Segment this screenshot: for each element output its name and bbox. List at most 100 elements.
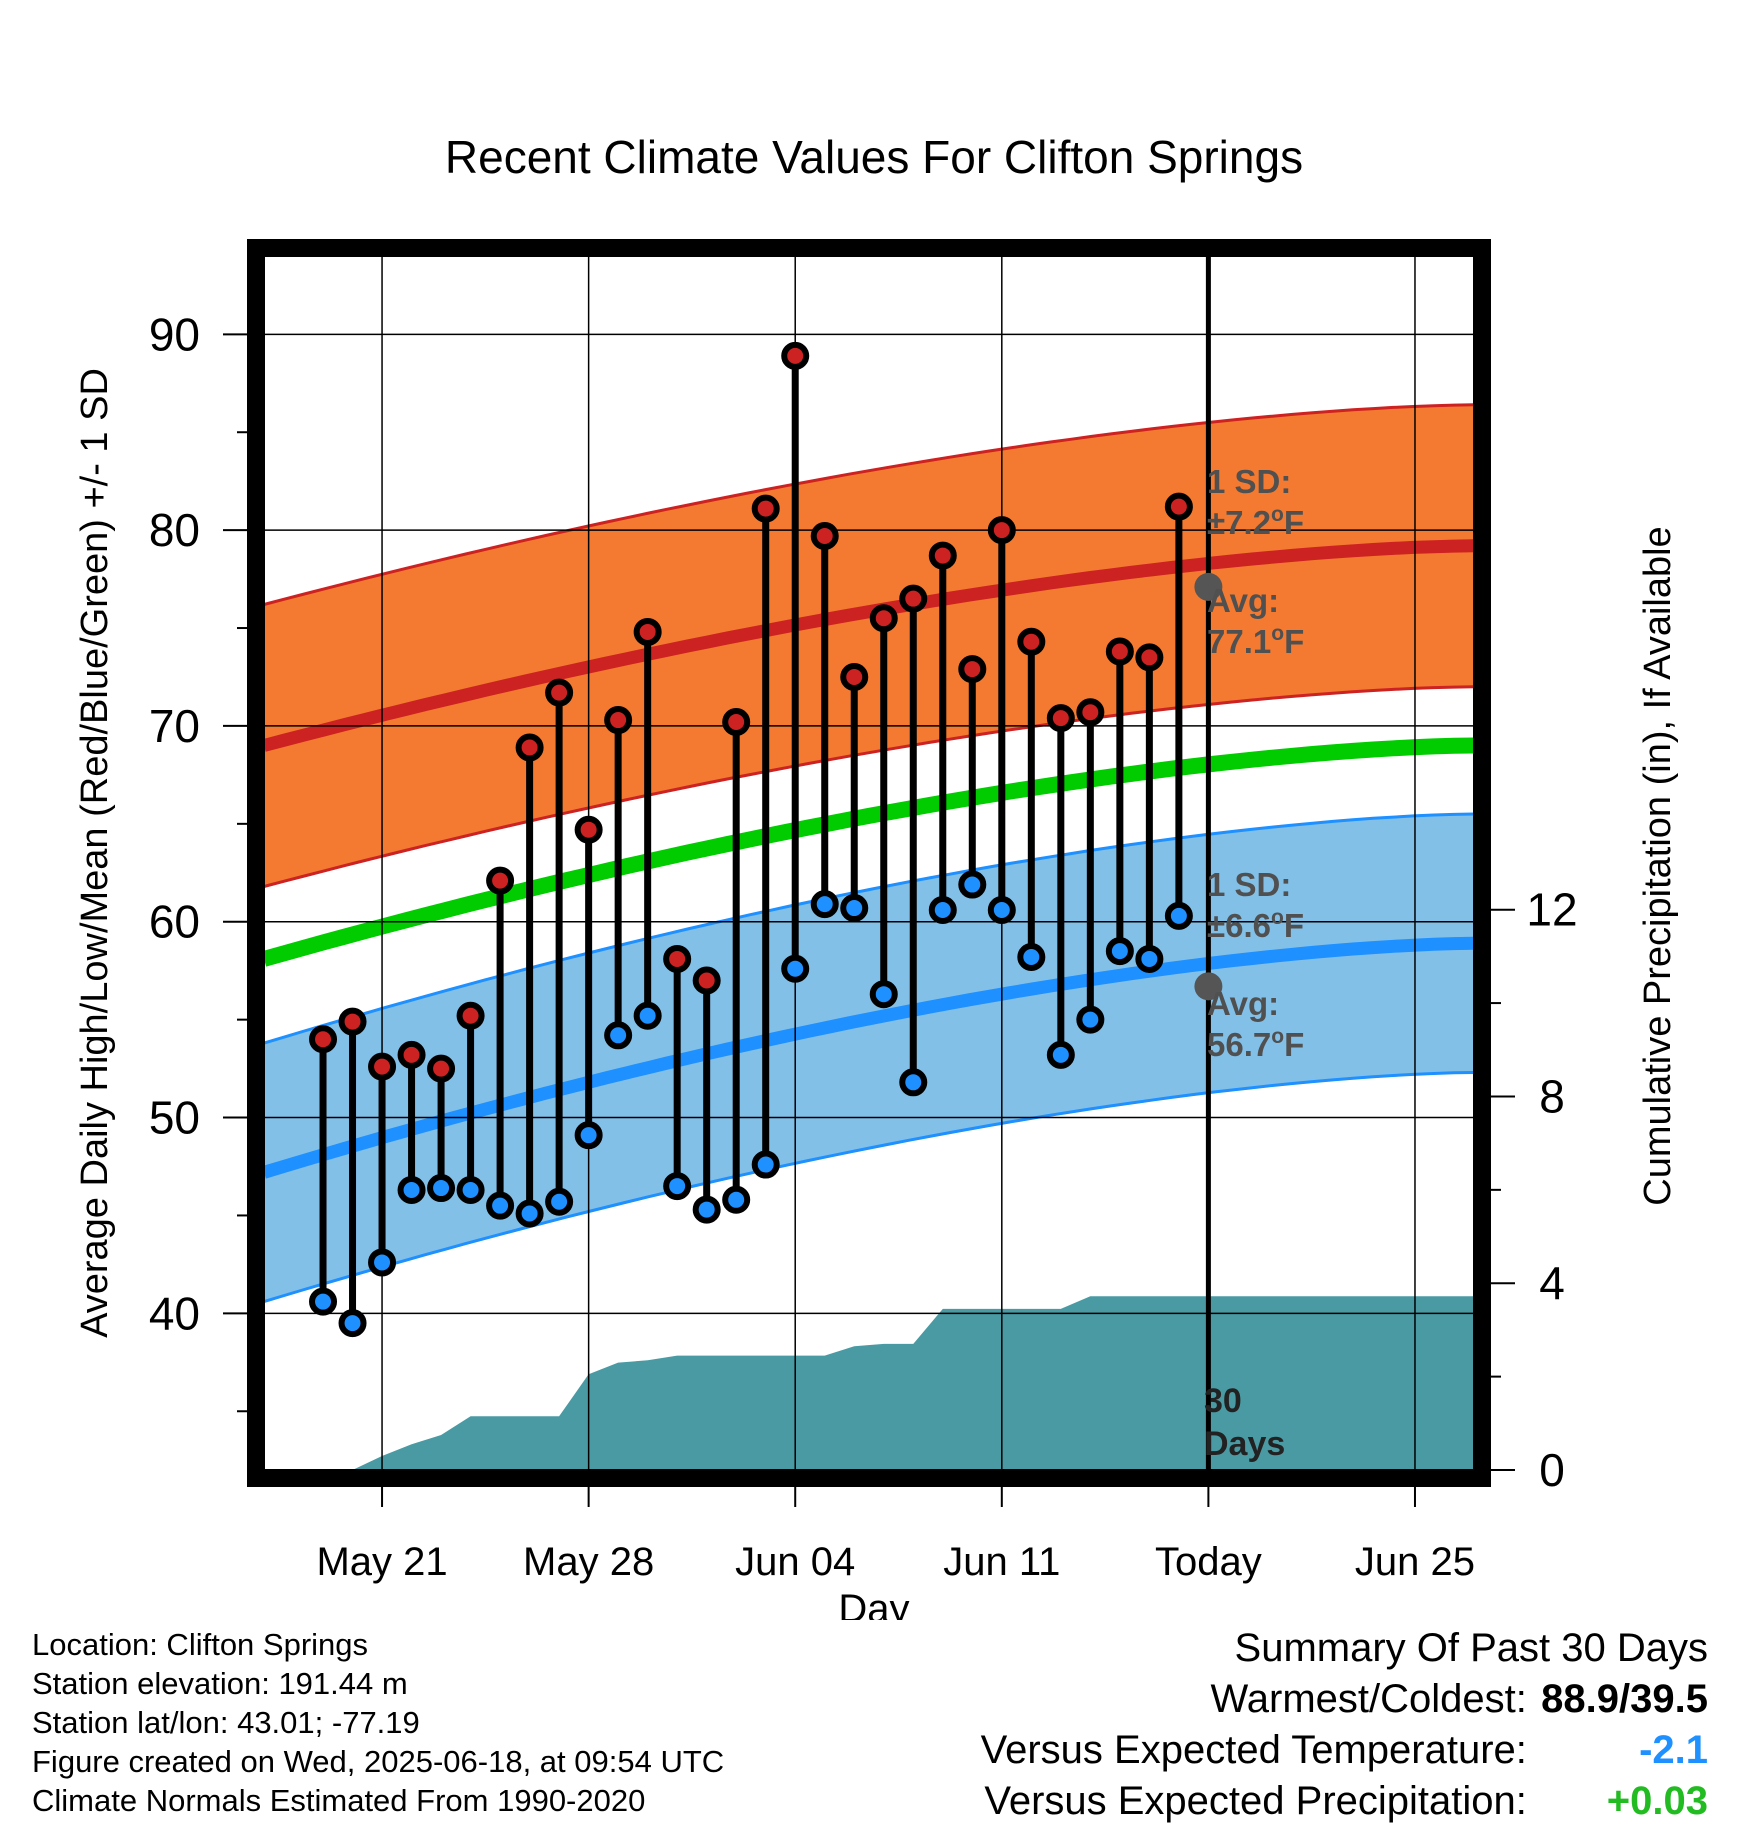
low-point: [987, 895, 1016, 924]
summary-heading: Summary Of Past 30 Days: [1234, 1626, 1708, 1670]
y-axis-label-right: Cumulative Precipitation (in), If Availa…: [1637, 526, 1679, 1205]
y-tick-label-left: 40: [149, 1287, 200, 1339]
high-point: [456, 1001, 485, 1030]
low-point: [633, 1001, 662, 1030]
days-label-number: 30: [1204, 1382, 1242, 1420]
y-tick-label-right: 0: [1539, 1444, 1565, 1496]
high-point: [368, 1052, 397, 1081]
location-text: Location: Clifton Springs: [32, 1627, 369, 1662]
low-sd-label: 1 SD:: [1207, 866, 1291, 903]
high-sd-value: ±7.2oF: [1207, 503, 1304, 541]
x-tick-label: May 21: [316, 1540, 447, 1584]
low-point: [604, 1021, 633, 1050]
y-tick-label-right: 12: [1526, 884, 1577, 936]
low-sd-lower-line: [263, 1071, 1475, 1304]
y-tick-label-left: 80: [149, 504, 200, 556]
climate-chart: Recent Climate Values For Clifton Spring…: [74, 131, 1679, 1620]
y-tick-label-left: 90: [149, 308, 200, 360]
high-sd-lower-line: [263, 685, 1475, 888]
days-label-text: Days: [1204, 1425, 1285, 1463]
high-point: [692, 966, 721, 995]
low-point: [781, 954, 810, 983]
x-tick-label: Jun 04: [735, 1540, 855, 1584]
y-axis-label-left: Average Daily High/Low/Mean (Red/Blue/Gr…: [74, 368, 116, 1338]
high-point: [751, 494, 780, 523]
low-point: [692, 1195, 721, 1224]
low-point: [338, 1309, 367, 1338]
high-point: [899, 584, 928, 613]
high-point: [338, 1007, 367, 1036]
y-tick-label-right: 4: [1539, 1257, 1565, 1309]
high-point: [1135, 643, 1164, 672]
warmest-value: 88.9/39.5: [1541, 1677, 1708, 1721]
x-tick-label: Jun 25: [1355, 1540, 1475, 1584]
high-point: [1164, 492, 1193, 521]
low-point: [515, 1199, 544, 1228]
low-point: [958, 870, 987, 899]
today-high-avg-marker: [1194, 572, 1223, 601]
precip-label: Versus Expected Precipitation:: [984, 1779, 1527, 1823]
low-point: [574, 1121, 603, 1150]
y-tick-label-left: 70: [149, 700, 200, 752]
low-point: [397, 1175, 426, 1204]
high-point: [604, 706, 633, 735]
low-sd-value: ±6.6oF: [1207, 906, 1304, 944]
low-point: [545, 1187, 574, 1216]
low-point: [928, 895, 957, 924]
high-point: [427, 1054, 456, 1083]
elevation-text: Station elevation: 191.44 m: [32, 1666, 408, 1701]
high-point: [987, 516, 1016, 545]
low-point: [1105, 937, 1134, 966]
high-sd-upper-line: [263, 403, 1475, 606]
x-axis-label: Day: [838, 1587, 909, 1620]
low-point: [840, 894, 869, 923]
low-point: [368, 1248, 397, 1277]
precip-value: +0.03: [1606, 1779, 1708, 1823]
low-sd-band: [264, 814, 1474, 1302]
high-point: [663, 944, 692, 973]
high-point: [1046, 704, 1075, 733]
temp-label: Versus Expected Temperature:: [980, 1728, 1527, 1772]
high-point: [545, 678, 574, 707]
high-point: [722, 708, 751, 737]
low-avg-value: 56.7oF: [1207, 1025, 1304, 1063]
high-point: [869, 604, 898, 633]
high-point: [515, 733, 544, 762]
y-tick-label-right: 8: [1539, 1070, 1565, 1122]
low-avg-label: Avg:: [1207, 985, 1279, 1022]
low-sd-upper-line: [263, 812, 1475, 1045]
temp-row: Versus Expected Temperature: -2.1: [981, 1725, 1708, 1776]
high-point: [1017, 627, 1046, 656]
high-point: [633, 617, 662, 646]
high-point: [840, 662, 869, 691]
low-point: [663, 1172, 692, 1201]
mean-average-line: [261, 737, 1475, 967]
x-tick-label: May 28: [523, 1540, 654, 1584]
high-sd-label: 1 SD:: [1207, 463, 1291, 500]
precip-area: [323, 1296, 1474, 1470]
low-point: [1076, 1005, 1105, 1034]
high-point: [309, 1025, 338, 1054]
low-point: [722, 1185, 751, 1214]
high-point: [574, 815, 603, 844]
created-text: Figure created on Wed, 2025-06-18, at 09…: [32, 1744, 725, 1779]
x-tick-label: Today: [1155, 1540, 1262, 1584]
precip-row: Versus Expected Precipitation: +0.03: [981, 1776, 1708, 1827]
high-sd-band: [264, 404, 1474, 887]
high-average-line: [262, 539, 1475, 752]
chart-title: Recent Climate Values For Clifton Spring…: [445, 131, 1303, 183]
low-point: [486, 1191, 515, 1220]
low-average-line: [262, 936, 1475, 1179]
temp-value: -2.1: [1639, 1728, 1708, 1772]
low-point: [899, 1068, 928, 1097]
high-point: [1105, 637, 1134, 666]
high-point: [928, 541, 957, 570]
low-point: [1046, 1040, 1075, 1069]
high-point: [1076, 698, 1105, 727]
low-point: [456, 1175, 485, 1204]
y-tick-label-left: 50: [149, 1092, 200, 1144]
normals-text: Climate Normals Estimated From 1990-2020: [32, 1783, 646, 1818]
high-point: [486, 866, 515, 895]
x-tick-label: Jun 11: [943, 1540, 1060, 1584]
